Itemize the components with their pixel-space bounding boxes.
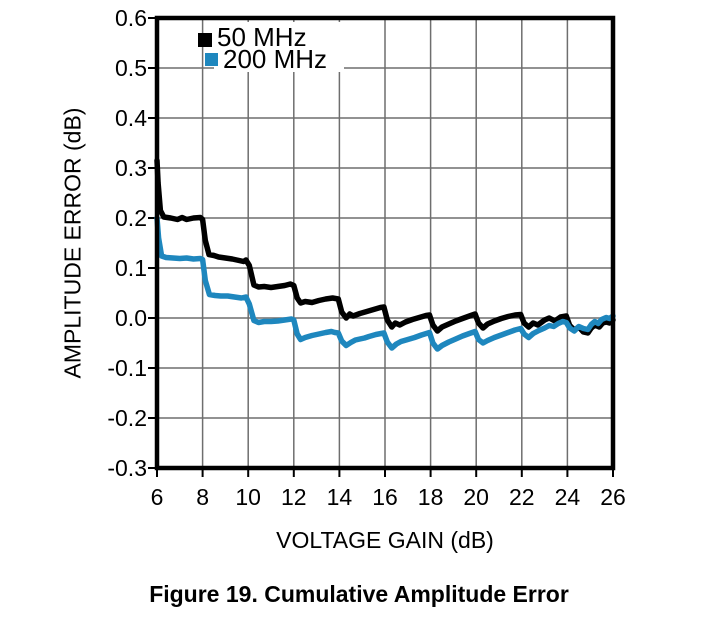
y-tick-label: 0.0 xyxy=(115,305,147,331)
x-tick-label: 10 xyxy=(235,484,261,510)
x-tick-label: 8 xyxy=(196,484,209,510)
legend-background xyxy=(214,22,344,72)
y-tick-label: 0.2 xyxy=(115,205,147,231)
x-tick-label: 6 xyxy=(150,484,164,510)
y-tick-label: -0.1 xyxy=(107,355,147,381)
x-tick-label: 24 xyxy=(554,484,581,510)
y-tick-label: 0.1 xyxy=(115,255,147,281)
y-tick-label: 0.4 xyxy=(115,105,147,131)
x-tick-label: 22 xyxy=(509,484,535,510)
plot-frame xyxy=(154,15,616,471)
x-tick-label: 18 xyxy=(417,484,444,510)
y-tick-label: 0.5 xyxy=(115,55,147,81)
curve-200-mhz xyxy=(154,215,616,352)
curve-50-mhz xyxy=(154,157,616,336)
y-tick-label: 0.6 xyxy=(115,5,147,31)
x-tick-label: 26 xyxy=(600,484,626,510)
x-axis-title: VOLTAGE GAIN (dB) xyxy=(276,527,494,553)
x-tick-label: 12 xyxy=(281,484,307,510)
y-axis-title: AMPLITUDE ERROR (dB) xyxy=(59,107,86,379)
y-tick-label: -0.2 xyxy=(107,405,147,431)
figure-caption: Figure 19. Cumulative Amplitude Error xyxy=(149,581,569,607)
x-tick-label: 20 xyxy=(463,484,489,510)
x-tick-label: 16 xyxy=(372,484,398,510)
y-tick-label: -0.3 xyxy=(107,455,147,481)
y-tick-label: 0.3 xyxy=(115,155,147,181)
x-tick-label: 14 xyxy=(326,484,353,510)
